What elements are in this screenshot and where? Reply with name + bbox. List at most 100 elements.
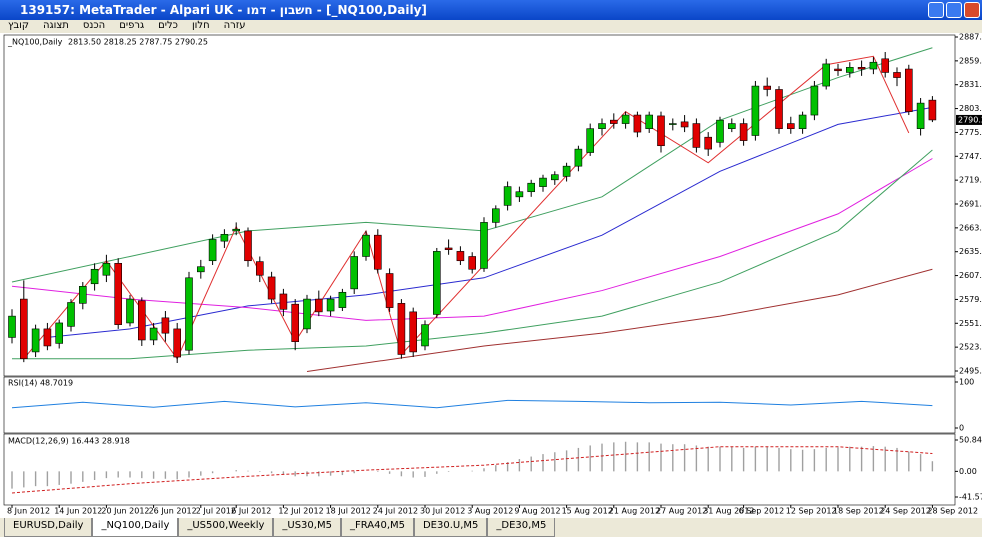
y-tick-label: 2859.60 — [959, 56, 982, 65]
macd-label: MACD(12,26,9) 16.443 28.918 — [8, 437, 130, 446]
current-price-box — [956, 114, 982, 125]
chart-tab[interactable]: _FRA40,M5 — [340, 518, 414, 537]
y-tick-label: 2579.60 — [959, 295, 982, 304]
candle-body — [515, 191, 524, 198]
candle-body — [527, 182, 536, 193]
candle-body — [185, 277, 193, 351]
candle-body — [338, 291, 347, 308]
candle-body — [786, 123, 795, 129]
candle-body — [197, 266, 205, 273]
chart-tab[interactable]: _DE30,M5 — [487, 518, 556, 537]
chart-area: _NQ100,Daily 2813.50 2818.25 2787.75 279… — [0, 33, 982, 518]
candle-body — [822, 63, 831, 87]
minimize-button[interactable] — [928, 2, 944, 18]
menu-item[interactable]: גרפים — [119, 20, 145, 31]
menu-item[interactable]: עזרה — [223, 20, 246, 31]
candle-body — [161, 317, 170, 334]
y-tick-label: 2887.60 — [959, 33, 982, 42]
candle-body — [751, 85, 760, 136]
candle-body — [727, 123, 736, 129]
x-tick-label: 8 Jun 2012 — [7, 507, 50, 516]
chart-tab[interactable]: _NQ100,Daily — [92, 518, 179, 537]
y-tick-label: 0.00 — [959, 467, 977, 476]
maximize-button[interactable] — [946, 2, 962, 18]
chart-tab[interactable]: _US30,M5 — [273, 518, 341, 537]
candle-body — [716, 119, 724, 143]
x-tick-label: 6 Sep 2012 — [739, 507, 785, 516]
y-tick-label: 2551.60 — [959, 319, 982, 328]
candle-body — [19, 298, 28, 360]
title-bar: 139157: MetaTrader - Alpari UK - חשבון -… — [0, 0, 982, 20]
candle-body — [173, 328, 181, 358]
candle-body — [539, 177, 547, 187]
candle-body — [397, 303, 406, 355]
x-tick-label: 20 Jun 2012 — [101, 507, 149, 516]
x-tick-label: 3 Aug 2012 — [467, 507, 513, 516]
candle-body — [598, 123, 606, 129]
x-tick-label: 31 Aug 2012 — [703, 507, 754, 516]
candle-body — [255, 261, 264, 276]
indicator-line — [12, 149, 933, 360]
candle-body — [244, 230, 252, 262]
candle-body — [692, 123, 701, 148]
candle-body — [668, 123, 677, 125]
candle-body — [480, 222, 488, 269]
y-tick-label: 2523.60 — [959, 343, 982, 352]
candle-body — [421, 324, 429, 347]
macd-signal-line — [11, 446, 933, 494]
menu-item[interactable]: חלון — [191, 20, 210, 31]
chart-tab[interactable]: EURUSD,Daily — [4, 518, 93, 537]
chart-tab[interactable]: DE30.U,M5 — [413, 518, 488, 537]
x-tick-label: 12 Jul 2012 — [278, 507, 323, 516]
candle-body — [739, 123, 748, 141]
y-tick-label: 2607.60 — [959, 271, 982, 280]
y-tick-label: 2775.60 — [959, 128, 982, 137]
candle-body — [881, 58, 890, 73]
rsi-panel — [3, 376, 956, 434]
candle-body — [362, 234, 370, 257]
x-tick-label: 2 Jul 2012 — [196, 507, 236, 516]
x-tick-label: 12 Sep 2012 — [786, 507, 837, 516]
y-tick-label: 2747.60 — [959, 152, 982, 161]
candle-body — [8, 315, 16, 338]
candle-body — [43, 328, 52, 347]
y-tick-label: 2719.60 — [959, 176, 982, 185]
y-tick-label: 2691.60 — [959, 200, 982, 209]
candle-body — [67, 302, 75, 327]
candle-body — [126, 298, 134, 324]
ohlc-label: 2813.50 2818.25 2787.75 2790.25 — [68, 38, 208, 47]
indicator-line — [306, 268, 933, 373]
candle-body — [326, 298, 335, 312]
chart-tab[interactable]: _US500,Weekly — [178, 518, 274, 537]
x-tick-label: 24 Jul 2012 — [373, 507, 418, 516]
candle-body — [775, 89, 783, 129]
x-tick-label: 18 Jul 2012 — [326, 507, 371, 516]
window-title: 139157: MetaTrader - Alpari UK - חשבון -… — [20, 3, 427, 17]
x-tick-label: 21 Aug 2012 — [609, 507, 660, 516]
candle-body — [574, 148, 583, 167]
menu-item[interactable]: קובץ — [8, 20, 29, 31]
y-tick-label: 0 — [959, 424, 964, 433]
candle-body — [208, 239, 217, 262]
x-tick-label: 28 Sep 2012 — [927, 507, 978, 516]
candle-body — [857, 67, 866, 70]
menu-item[interactable]: הכנס — [82, 20, 106, 31]
rsi-label: RSI(14) 48.7019 — [8, 379, 73, 388]
menu-item[interactable]: תצוגה — [43, 20, 69, 31]
candle-body — [220, 234, 229, 242]
candle-body — [916, 102, 925, 129]
price-panel — [3, 34, 956, 377]
y-tick-label: 2663.60 — [959, 223, 982, 232]
x-tick-label: 9 Aug 2012 — [514, 507, 560, 516]
indicator-line — [23, 55, 910, 360]
y-tick-label: 2635.60 — [959, 247, 982, 256]
candle-body — [586, 128, 595, 153]
current-price-label: 2790.25 — [958, 115, 982, 124]
menu-item[interactable]: כלים — [158, 20, 178, 31]
candle-body — [385, 273, 394, 308]
candle-body — [928, 99, 937, 121]
close-button[interactable] — [964, 2, 980, 18]
y-tick-label: 50.845 — [959, 436, 982, 445]
candle-body — [456, 251, 465, 262]
